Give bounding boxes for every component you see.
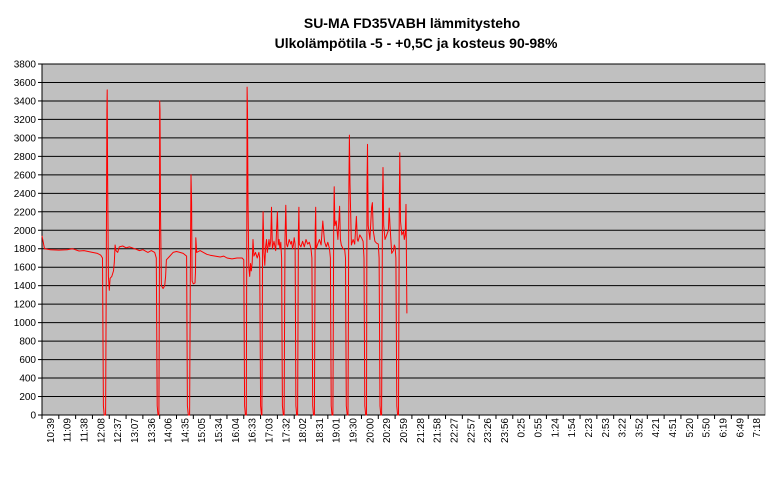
x-tick-label: 18:02 <box>298 418 309 443</box>
x-tick-label: 16:04 <box>231 418 242 443</box>
y-tick-label: 1200 <box>14 300 37 311</box>
chart-subtitle: Ulkolämpötila -5 - +0,5C ja kosteus 90-9… <box>275 35 558 51</box>
x-tick-label: 4:21 <box>651 418 662 438</box>
x-tick-label: 21:58 <box>433 418 444 443</box>
x-tick-label: 14:35 <box>180 418 191 443</box>
x-tick-label: 1:54 <box>567 418 578 438</box>
x-tick-label: 10:39 <box>46 418 57 443</box>
x-tick-label: 11:38 <box>80 418 91 443</box>
x-tick-label: 23:26 <box>483 418 494 443</box>
y-tick-label: 2800 <box>14 152 37 163</box>
x-tick-label: 15:05 <box>197 418 208 443</box>
x-tick-label: 20:29 <box>382 418 393 443</box>
x-tick-label: 15:34 <box>214 418 225 443</box>
x-tick-label: 21:28 <box>416 418 427 443</box>
x-tick-label: 19:01 <box>332 418 343 443</box>
y-tick-label: 400 <box>19 374 36 385</box>
y-tick-label: 600 <box>19 355 36 366</box>
x-tick-label: 13:36 <box>147 418 158 443</box>
x-tick-label: 11:09 <box>63 418 74 443</box>
x-tick-label: 5:50 <box>702 418 713 438</box>
x-tick-label: 7:18 <box>752 418 763 438</box>
y-tick-label: 200 <box>19 392 36 403</box>
x-tick-label: 4:51 <box>668 418 679 438</box>
y-tick-label: 3200 <box>14 115 37 126</box>
x-tick-label: 23:56 <box>500 418 511 443</box>
x-tick-label: 14:06 <box>164 418 175 443</box>
x-tick-label: 19:30 <box>349 418 360 443</box>
x-tick-label: 2:23 <box>584 418 595 438</box>
y-tick-label: 2400 <box>14 189 37 200</box>
y-tick-label: 3000 <box>14 133 37 144</box>
chart-title: SU-MA FD35VABH lämmitysteho <box>304 15 520 31</box>
x-tick-label: 12:08 <box>96 418 107 443</box>
series-layer <box>41 86 408 416</box>
grid-lines <box>42 63 765 398</box>
y-tick-label: 1400 <box>14 281 37 292</box>
y-tick-label: 800 <box>19 337 36 348</box>
x-tick-label: 12:37 <box>113 418 124 443</box>
x-tick-label: 22:27 <box>449 418 460 443</box>
x-tick-label: 5:20 <box>685 418 696 438</box>
x-tick-label: 6:19 <box>718 418 729 438</box>
y-tick-label: 2000 <box>14 226 37 237</box>
x-tick-label: 20:59 <box>399 418 410 443</box>
x-tick-label: 2:53 <box>601 418 612 438</box>
y-tick-label: 3400 <box>14 96 37 107</box>
x-tick-label: 16:33 <box>248 418 259 443</box>
x-tick-label: 1:24 <box>550 418 561 438</box>
y-tick-label: 2200 <box>14 207 37 218</box>
y-tick-label: 1000 <box>14 318 37 329</box>
y-tick-label: 1600 <box>14 263 37 274</box>
x-tick-label: 0:25 <box>517 418 528 438</box>
plot-area <box>41 63 766 416</box>
y-tick-label: 2600 <box>14 170 37 181</box>
x-tick-label: 3:22 <box>618 418 629 438</box>
series-line-0 <box>41 86 408 416</box>
x-tick-label: 20:00 <box>365 418 376 443</box>
y-tick-label: 1800 <box>14 244 37 255</box>
x-tick-label: 13:07 <box>130 418 141 443</box>
y-axis-ticks: 0 200 400 600 800 1000 1200 1400 1600 1800 2000 220… <box>14 60 765 422</box>
x-tick-label: 17:03 <box>264 418 275 443</box>
y-tick-label: 3600 <box>14 78 37 89</box>
x-tick-label: 0:55 <box>534 418 545 438</box>
y-tick-label: 0 <box>30 411 36 422</box>
x-tick-label: 17:32 <box>281 418 292 443</box>
x-axis-ticks: 10:39 11:09 11:38 12:08 12:37 13:07 13:36 14:06… <box>41 415 763 443</box>
x-tick-label: 6:49 <box>735 418 746 438</box>
x-tick-label: 18:31 <box>315 418 326 443</box>
y-tick-label: 3800 <box>14 60 37 71</box>
x-tick-label: 3:52 <box>634 418 645 438</box>
x-tick-label: 22:57 <box>466 418 477 443</box>
